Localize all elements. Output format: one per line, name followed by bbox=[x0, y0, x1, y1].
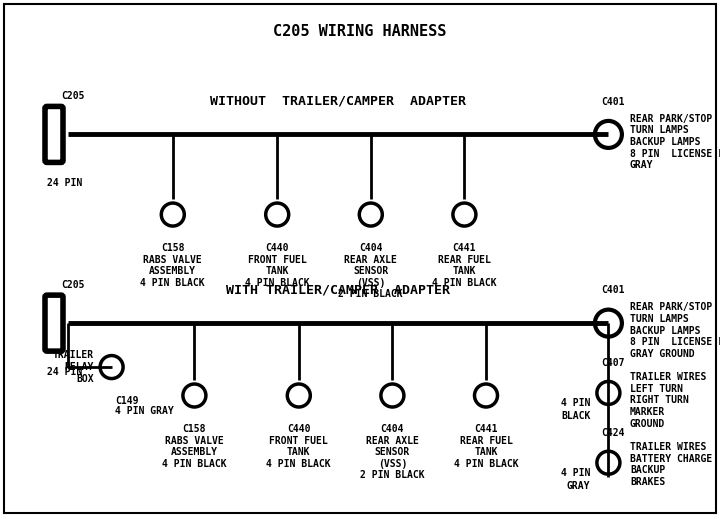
Text: 4 PIN: 4 PIN bbox=[561, 398, 590, 408]
Text: C440
FRONT FUEL
TANK
4 PIN BLACK: C440 FRONT FUEL TANK 4 PIN BLACK bbox=[266, 424, 331, 469]
Text: C441
REAR FUEL
TANK
4 PIN BLACK: C441 REAR FUEL TANK 4 PIN BLACK bbox=[454, 424, 518, 469]
Circle shape bbox=[381, 384, 404, 407]
Text: C441
REAR FUEL
TANK
4 PIN BLACK: C441 REAR FUEL TANK 4 PIN BLACK bbox=[432, 243, 497, 288]
Circle shape bbox=[474, 384, 498, 407]
Text: C205 WIRING HARNESS: C205 WIRING HARNESS bbox=[274, 23, 446, 39]
Circle shape bbox=[266, 203, 289, 226]
Circle shape bbox=[595, 310, 622, 337]
Text: C440
FRONT FUEL
TANK
4 PIN BLACK: C440 FRONT FUEL TANK 4 PIN BLACK bbox=[245, 243, 310, 288]
Text: 24 PIN: 24 PIN bbox=[47, 367, 82, 377]
Text: 24 PIN: 24 PIN bbox=[47, 178, 82, 188]
Text: WITH TRAILER/CAMPER  ADAPTER: WITH TRAILER/CAMPER ADAPTER bbox=[226, 283, 451, 296]
Text: GRAY: GRAY bbox=[567, 481, 590, 491]
Text: BLACK: BLACK bbox=[561, 411, 590, 421]
Text: WITHOUT  TRAILER/CAMPER  ADAPTER: WITHOUT TRAILER/CAMPER ADAPTER bbox=[210, 94, 467, 108]
Text: TRAILER WIRES
LEFT TURN
RIGHT TURN
MARKER
GROUND: TRAILER WIRES LEFT TURN RIGHT TURN MARKE… bbox=[630, 372, 706, 429]
Text: REAR PARK/STOP
TURN LAMPS
BACKUP LAMPS
8 PIN  LICENSE LAMPS
GRAY GROUND: REAR PARK/STOP TURN LAMPS BACKUP LAMPS 8… bbox=[630, 302, 720, 359]
Circle shape bbox=[595, 121, 622, 148]
Text: 4 PIN: 4 PIN bbox=[561, 468, 590, 478]
Text: TRAILER WIRES
BATTERY CHARGE
BACKUP
BRAKES: TRAILER WIRES BATTERY CHARGE BACKUP BRAK… bbox=[630, 442, 712, 487]
Text: C401: C401 bbox=[601, 285, 625, 295]
Text: C205: C205 bbox=[61, 91, 85, 101]
Circle shape bbox=[359, 203, 382, 226]
Text: C404
REAR AXLE
SENSOR
(VSS)
2 PIN BLACK: C404 REAR AXLE SENSOR (VSS) 2 PIN BLACK bbox=[360, 424, 425, 480]
Circle shape bbox=[453, 203, 476, 226]
Text: REAR PARK/STOP
TURN LAMPS
BACKUP LAMPS
8 PIN  LICENSE LAMPS
GRAY: REAR PARK/STOP TURN LAMPS BACKUP LAMPS 8… bbox=[630, 114, 720, 170]
Text: C149: C149 bbox=[115, 396, 139, 405]
Circle shape bbox=[287, 384, 310, 407]
Text: C205: C205 bbox=[61, 280, 85, 290]
Text: 4 PIN GRAY: 4 PIN GRAY bbox=[115, 406, 174, 416]
Circle shape bbox=[597, 382, 620, 404]
Text: C158
RABS VALVE
ASSEMBLY
4 PIN BLACK: C158 RABS VALVE ASSEMBLY 4 PIN BLACK bbox=[162, 424, 227, 469]
Circle shape bbox=[183, 384, 206, 407]
Text: C424: C424 bbox=[601, 428, 625, 438]
Text: C407: C407 bbox=[601, 358, 625, 368]
Circle shape bbox=[597, 451, 620, 474]
Circle shape bbox=[161, 203, 184, 226]
Text: TRAILER
RELAY
BOX: TRAILER RELAY BOX bbox=[53, 351, 94, 384]
Text: C158
RABS VALVE
ASSEMBLY
4 PIN BLACK: C158 RABS VALVE ASSEMBLY 4 PIN BLACK bbox=[140, 243, 205, 288]
Text: C401: C401 bbox=[601, 97, 625, 107]
FancyBboxPatch shape bbox=[45, 107, 63, 162]
Circle shape bbox=[100, 356, 123, 378]
Text: C404
REAR AXLE
SENSOR
(VSS)
2 PIN BLACK: C404 REAR AXLE SENSOR (VSS) 2 PIN BLACK bbox=[338, 243, 403, 299]
FancyBboxPatch shape bbox=[45, 295, 63, 351]
